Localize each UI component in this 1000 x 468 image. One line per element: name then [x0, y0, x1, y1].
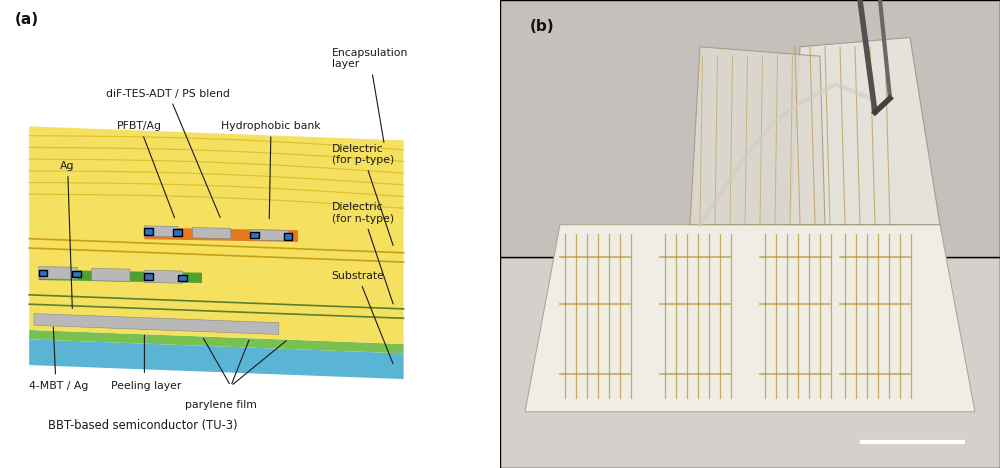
Text: Ag: Ag	[60, 161, 75, 308]
FancyBboxPatch shape	[72, 271, 81, 278]
FancyBboxPatch shape	[500, 257, 1000, 468]
Polygon shape	[144, 226, 178, 237]
Polygon shape	[39, 267, 77, 279]
FancyBboxPatch shape	[178, 275, 187, 281]
Text: Substrate: Substrate	[332, 271, 393, 364]
Polygon shape	[29, 339, 404, 379]
FancyBboxPatch shape	[500, 0, 1000, 257]
Polygon shape	[92, 269, 130, 281]
Text: (a): (a)	[15, 12, 39, 27]
Polygon shape	[192, 227, 231, 239]
Text: parylene film: parylene film	[185, 400, 257, 410]
Polygon shape	[790, 37, 940, 225]
Text: PFBT/Ag: PFBT/Ag	[117, 121, 175, 218]
FancyBboxPatch shape	[144, 273, 153, 280]
Text: BBT-based semiconductor (TU-3): BBT-based semiconductor (TU-3)	[48, 419, 238, 432]
Text: Peeling layer: Peeling layer	[111, 381, 181, 391]
Text: 4-MBT / Ag: 4-MBT / Ag	[29, 381, 89, 391]
FancyBboxPatch shape	[39, 270, 47, 276]
Text: diF-TES-ADT / PS blend: diF-TES-ADT / PS blend	[106, 88, 230, 218]
Polygon shape	[29, 126, 404, 344]
Polygon shape	[144, 227, 298, 242]
Polygon shape	[29, 330, 404, 353]
Text: Dielectric
(for p-type): Dielectric (for p-type)	[332, 144, 394, 245]
Text: (b): (b)	[530, 19, 555, 34]
Polygon shape	[144, 271, 183, 283]
Text: Dielectric
(for n-type): Dielectric (for n-type)	[332, 202, 394, 304]
FancyBboxPatch shape	[284, 233, 292, 240]
Polygon shape	[34, 314, 279, 335]
Text: Hydrophobic bank: Hydrophobic bank	[221, 121, 321, 219]
Polygon shape	[250, 230, 288, 241]
Polygon shape	[690, 47, 825, 225]
Polygon shape	[525, 225, 975, 412]
Text: Encapsulation
layer: Encapsulation layer	[332, 48, 408, 142]
FancyBboxPatch shape	[144, 228, 153, 234]
FancyBboxPatch shape	[173, 229, 182, 235]
Polygon shape	[39, 270, 202, 283]
FancyBboxPatch shape	[250, 232, 259, 238]
